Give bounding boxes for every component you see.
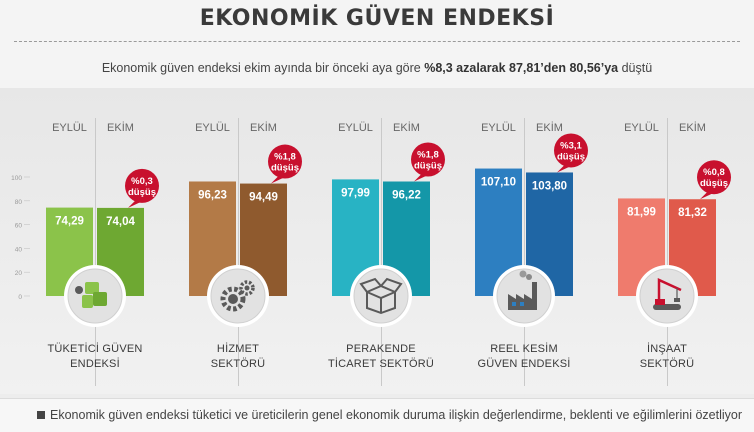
badge-pointer: [557, 164, 570, 173]
icon-circle: [210, 268, 266, 324]
month-label: EYLÜL: [624, 122, 659, 134]
crane-icon: [653, 304, 681, 310]
badge-text: düşüş: [271, 163, 299, 174]
gears-icon: [239, 280, 255, 296]
gears-icon: [244, 285, 250, 291]
bar-value-label: 103,80: [532, 180, 567, 192]
crane-icon: [674, 298, 680, 302]
factory-icon: [512, 302, 516, 306]
box-icon: [359, 277, 382, 293]
group-divider: [95, 118, 96, 386]
footer: Ekonomik güven endeksi tüketici ve üreti…: [0, 398, 754, 432]
y-tick-label: 20: [15, 270, 23, 277]
bar-value-label: 81,32: [678, 207, 707, 219]
group-divider: [238, 118, 239, 386]
factory-icon: [526, 274, 532, 280]
badge-text: düşüş: [414, 160, 442, 171]
decrease-badge: [697, 160, 731, 195]
badge-percent: %0,8: [703, 167, 725, 178]
month-label: EKİM: [536, 121, 563, 134]
badge-percent: %1,8: [274, 152, 296, 163]
badge-pointer: [128, 199, 141, 208]
badge-percent: %1,8: [417, 149, 439, 160]
box-icon: [380, 277, 403, 293]
sector-label: REEL KESİM GÜVEN ENDEKSİ: [477, 343, 571, 370]
crane-icon: [657, 278, 682, 306]
group-divider: [381, 118, 382, 386]
subtitle-prefix: Ekonomik güven endeksi ekim ayında bir ö…: [101, 61, 425, 75]
icon-circle: [353, 268, 409, 324]
bar-value-label: 96,22: [392, 189, 421, 201]
consumer-shopping-bags-icon: [82, 295, 93, 308]
gears-icon: [228, 294, 238, 304]
icon-circle: [639, 268, 695, 324]
badge-text: düşüş: [557, 151, 585, 162]
subtitle-suffix: düştü: [618, 61, 653, 75]
bar-value-label: 74,29: [55, 216, 84, 228]
month-label: EYLÜL: [481, 122, 516, 134]
sector-label: PERAKENDE TİCARET SEKTÖRÜ: [327, 343, 435, 370]
bar-value-label: 96,23: [198, 189, 227, 201]
y-tick-label: 100: [11, 175, 22, 182]
header-area: [0, 0, 754, 88]
badge-text: düşüş: [700, 178, 728, 189]
bar-value-label: 94,49: [249, 192, 278, 204]
footer-note: Ekonomik güven endeksi tüketici ve üreti…: [50, 408, 742, 422]
decrease-badge: [125, 168, 159, 203]
sector-label: TÜKETİCİ GÜVEN ENDEKSİ: [47, 343, 143, 370]
subtitle-bold: %8,3 azalarak 87,81’den 80,56’ya: [424, 61, 619, 75]
sector-label: İNŞAAT SEKTÖRÜ: [639, 343, 695, 370]
month-label: EKİM: [393, 121, 420, 134]
consumer-shopping-bags-icon: [93, 292, 107, 306]
badge-text: düşüş: [128, 187, 156, 198]
gears-icon: [220, 286, 246, 312]
y-tick-label: 40: [15, 246, 23, 253]
consumer-shopping-bags-icon: [85, 282, 99, 294]
decrease-badge: [268, 144, 302, 179]
badge-percent: %3,1: [560, 140, 582, 151]
bar-value-label: 81,99: [627, 206, 656, 218]
group-divider: [667, 118, 668, 386]
sector-label: HİZMET SEKTÖRÜ: [210, 343, 266, 370]
month-label: EKİM: [107, 121, 134, 134]
bar-value-label: 97,99: [341, 187, 370, 199]
group-divider: [524, 118, 525, 386]
month-label: EYLÜL: [338, 122, 373, 134]
y-tick-label: 0: [18, 294, 22, 301]
title-divider: [14, 41, 740, 42]
month-label: EYLÜL: [52, 122, 87, 134]
badge-pointer: [271, 175, 284, 184]
bar-value-label: 74,04: [106, 216, 135, 228]
crane-icon: [655, 299, 665, 305]
month-label: EYLÜL: [195, 122, 230, 134]
factory-icon: [520, 302, 524, 306]
decrease-badge: [411, 142, 445, 177]
box-icon: [366, 291, 396, 313]
consumer-shopping-bags-icon: [75, 286, 83, 294]
page-subtitle: Ekonomik güven endeksi ekim ayında bir ö…: [0, 61, 754, 75]
page-title: EKONOMİK GÜVEN ENDEKSİ: [199, 6, 555, 31]
badge-pointer: [414, 173, 427, 182]
month-label: EKİM: [679, 121, 706, 134]
badge-pointer: [700, 191, 713, 200]
factory-icon: [519, 270, 527, 278]
decrease-badge: [554, 133, 588, 168]
bar-value-label: 107,10: [481, 177, 516, 189]
y-tick-label: 80: [15, 199, 23, 206]
y-tick-label: 60: [15, 223, 23, 230]
bullet-square-icon: [37, 411, 45, 419]
badge-percent: %0,3: [131, 176, 153, 187]
month-label: EKİM: [250, 121, 277, 134]
